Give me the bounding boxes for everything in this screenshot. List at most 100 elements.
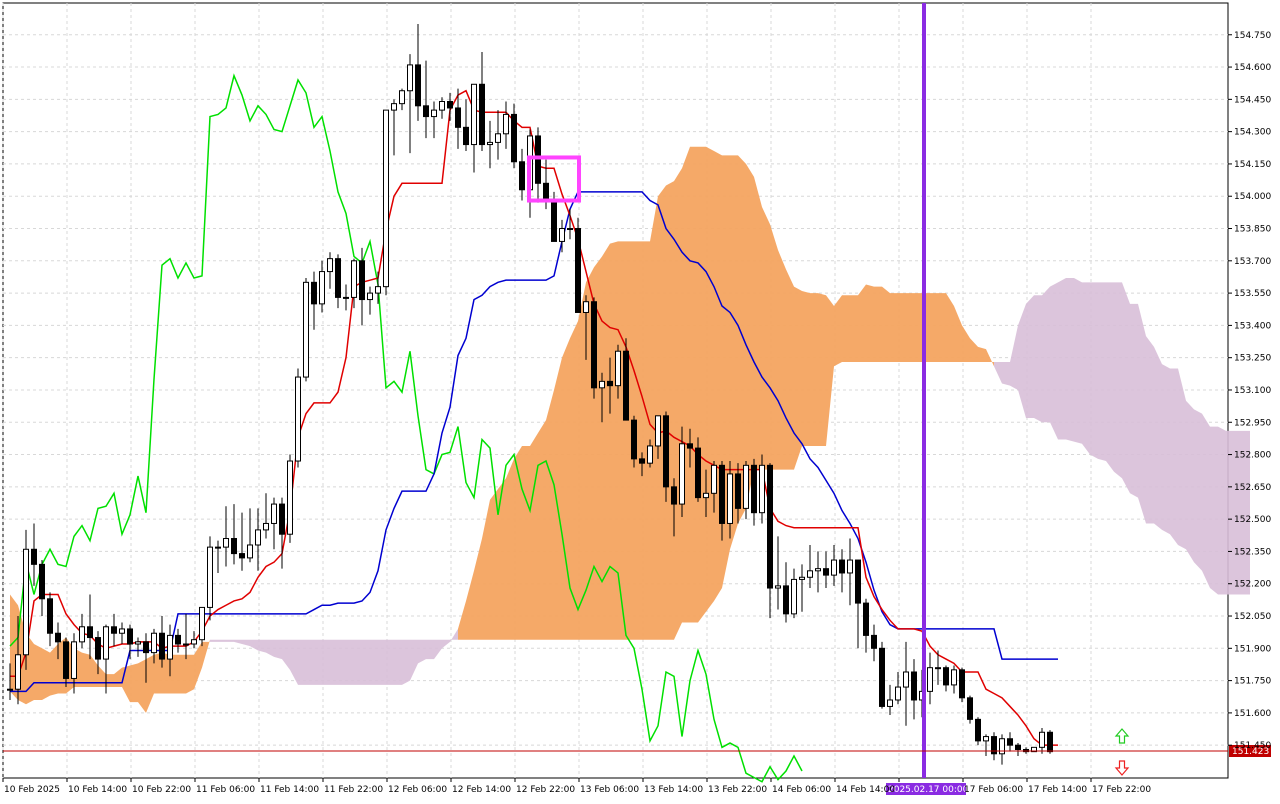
candle-body-bearish — [1047, 731, 1053, 753]
candle-body-bullish — [647, 445, 653, 464]
candle-body-bearish — [143, 641, 149, 654]
candle-body-bearish — [335, 258, 341, 298]
candle-body-bullish — [351, 260, 357, 298]
candle-body-bullish — [303, 281, 309, 378]
candle-body-bullish — [327, 258, 333, 273]
candle-body-bullish — [983, 736, 989, 742]
candle-body-bullish — [487, 141, 493, 146]
candle-body-bullish — [567, 228, 573, 231]
y-tick-label: 151.450 — [1234, 741, 1271, 751]
y-tick-label: 152.950 — [1234, 418, 1271, 428]
y-tick-label: 151.750 — [1234, 677, 1271, 687]
candle-body-bullish — [383, 109, 389, 288]
candle-body-bearish — [63, 641, 69, 679]
candle-body-bearish — [839, 559, 845, 574]
time-axis: 10 Feb 2025 10 Feb 14:00 10 Feb 22:00 11 Fe… — [2, 778, 1151, 795]
candle-body-bullish — [887, 699, 893, 707]
candle-body-bullish — [367, 292, 373, 301]
candle-body-bullish — [895, 686, 901, 701]
x-tick-label: 13 Feb 14:00 — [644, 785, 703, 795]
candle-body-bearish — [767, 464, 773, 589]
candle-body-bearish — [607, 380, 613, 387]
candle-body-bearish — [943, 667, 949, 686]
y-tick-label: 153.400 — [1234, 321, 1271, 331]
candle-body-bearish — [463, 126, 469, 146]
cloud-bearish-segment — [994, 278, 1250, 595]
candle-body-bearish — [47, 598, 53, 634]
candle-body-bearish — [535, 135, 541, 184]
candle-body-bearish — [479, 83, 485, 146]
candle-body-bearish — [959, 669, 965, 699]
candle-body-bullish — [999, 738, 1005, 755]
candle-body-bearish — [695, 447, 701, 499]
y-tick-label: 154.000 — [1234, 192, 1271, 202]
candle-body-bearish — [871, 634, 877, 649]
y-tick-label: 154.750 — [1234, 31, 1271, 41]
candle-body-bullish — [407, 64, 413, 92]
candle-body-bearish — [127, 628, 133, 645]
candle-body-bullish — [471, 83, 477, 146]
candle-body-bullish — [711, 464, 717, 494]
candle-body-bullish — [815, 568, 821, 572]
candle-body-bearish — [591, 301, 597, 389]
candle-body-bullish — [743, 464, 749, 509]
x-tick-label: 14 Feb 14:00 — [836, 785, 895, 795]
x-tick-label: 12 Feb 14:00 — [452, 785, 511, 795]
tenkan-sen-line — [10, 89, 1058, 746]
candle-body-bullish — [935, 667, 941, 670]
candle-body-bearish — [175, 634, 181, 645]
candle-body-bearish — [543, 182, 549, 202]
candle-body-bullish — [847, 559, 853, 574]
vertical-marker-label-bg — [886, 783, 966, 795]
candle-body-bullish — [583, 301, 589, 313]
candle-body-bearish — [863, 602, 869, 636]
candle-body-bearish — [311, 281, 317, 305]
y-tick-label: 152.350 — [1234, 547, 1271, 557]
candle-body-bearish — [639, 458, 645, 464]
y-tick-label: 152.650 — [1234, 483, 1271, 493]
y-tick-label: 152.500 — [1234, 515, 1271, 525]
x-tick-label: 10 Feb 14:00 — [68, 785, 127, 795]
candle-body-bearish — [231, 538, 237, 555]
x-tick-label: 11 Feb 22:00 — [324, 785, 383, 795]
candle-body-bullish — [655, 415, 661, 447]
candle-body-bullish — [223, 538, 229, 548]
candle-body-bearish — [423, 105, 429, 118]
candle-body-bearish — [735, 473, 741, 509]
sell-arrow-icon — [1114, 760, 1130, 776]
candle-body-bullish — [199, 606, 205, 641]
x-tick-label: 12 Feb 22:00 — [516, 785, 575, 795]
x-tick-label: 17 Feb 06:00 — [964, 785, 1023, 795]
candle-body-bullish — [191, 639, 197, 645]
candle-body-bearish — [663, 415, 669, 488]
candle-body-bearish — [455, 107, 461, 128]
candle-body-bullish — [439, 101, 445, 111]
candle-body-bearish — [879, 647, 885, 707]
candle-body-bullish — [263, 522, 269, 531]
candle-body-bearish — [631, 419, 637, 460]
candle-body-bearish — [519, 161, 525, 191]
indicator-lines — [9, 73, 1058, 783]
candle-body-bullish — [271, 503, 277, 524]
x-tick-label: 10 Feb 2025 — [4, 785, 60, 795]
x-tick-label: 13 Feb 06:00 — [580, 785, 639, 795]
cloud-bullish-segment — [458, 146, 994, 640]
candle-body-bearish — [279, 503, 285, 535]
candle-body-bullish — [399, 90, 405, 105]
current-price-label-bg — [1229, 745, 1271, 757]
x-tick-label: 11 Feb 14:00 — [260, 785, 319, 795]
candle-body-bullish — [295, 376, 301, 462]
candle-body-bullish — [951, 669, 957, 686]
candle-body-bearish — [447, 101, 453, 109]
candle-body-bullish — [599, 380, 605, 389]
candle-body-bearish — [39, 563, 45, 600]
candle-body-bullish — [799, 576, 805, 580]
candle-body-bullish — [287, 460, 293, 535]
y-tick-label: 153.250 — [1234, 354, 1271, 364]
candle-body-bearish — [855, 559, 861, 604]
candle-body-bullish — [207, 546, 213, 608]
candle-body-bearish — [991, 736, 997, 755]
candle-body-bearish — [751, 464, 757, 514]
candle-body-bearish — [967, 697, 973, 720]
